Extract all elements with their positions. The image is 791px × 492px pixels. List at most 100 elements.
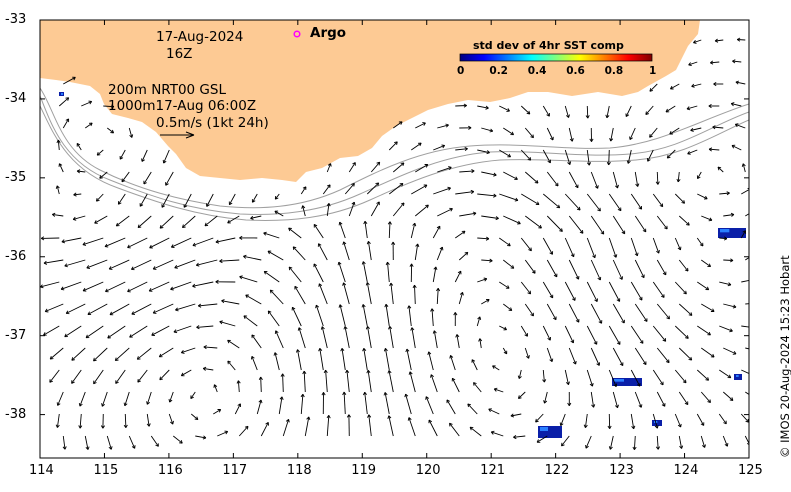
current-vector [678, 347, 693, 361]
current-vector [634, 259, 645, 279]
current-vector [96, 149, 104, 156]
current-vector [56, 139, 61, 151]
current-vector [608, 193, 622, 212]
current-vector [608, 325, 621, 345]
current-vector [123, 413, 128, 428]
current-vector [326, 163, 332, 173]
current-vector [546, 127, 554, 141]
current-vector [93, 347, 108, 362]
current-vector [690, 127, 702, 132]
current-vector [274, 330, 284, 349]
current-vector [590, 391, 596, 408]
current-vector [258, 376, 263, 393]
current-vector [564, 149, 572, 165]
current-vector [219, 320, 236, 327]
current-vector [143, 171, 152, 185]
current-vector [243, 315, 258, 327]
current-vector [630, 325, 644, 344]
current-vector [542, 105, 550, 117]
current-vector [719, 191, 730, 196]
sst-patch-highlight [720, 229, 730, 233]
current-vector [172, 435, 183, 444]
current-vector [586, 237, 596, 259]
current-vector [56, 391, 64, 406]
lon-tick-label: 121 [480, 463, 505, 478]
current-vector [93, 369, 104, 385]
current-vector [741, 279, 749, 283]
current-vector [455, 103, 467, 108]
current-vector [590, 171, 599, 189]
current-vector [459, 125, 472, 130]
current-vector [131, 303, 152, 315]
current-vector [687, 149, 698, 155]
current-vector [723, 303, 737, 309]
current-vector [195, 435, 207, 440]
current-vector [678, 215, 690, 226]
current-vector [168, 391, 174, 403]
lon-tick-label: 116 [157, 463, 183, 478]
current-vector [55, 185, 60, 195]
current-vector [455, 189, 475, 195]
current-vector [567, 391, 572, 407]
current-vector [564, 369, 570, 386]
current-vector [317, 243, 328, 261]
lon-tick-label: 114 [29, 463, 54, 478]
current-vector [612, 259, 623, 280]
current-vector [649, 127, 658, 138]
current-vector [267, 250, 284, 261]
current-vector [458, 251, 469, 261]
current-vector [410, 327, 416, 349]
current-vector [520, 237, 532, 252]
colorbar-tick-label: 0.2 [489, 65, 508, 77]
current-vector [606, 149, 611, 166]
current-vector [76, 169, 86, 174]
lon-tick-label: 123 [609, 463, 634, 478]
current-vector [708, 104, 720, 109]
current-vector [630, 281, 643, 301]
current-vector [195, 259, 218, 267]
current-vector [697, 193, 708, 200]
current-vector [44, 303, 64, 313]
current-vector [43, 325, 60, 336]
current-vector [502, 347, 508, 355]
current-vector [197, 303, 218, 308]
current-vector [656, 347, 670, 364]
current-vector [414, 204, 429, 217]
current-vector [719, 325, 733, 333]
current-vector [513, 435, 526, 440]
current-vector [280, 373, 285, 393]
current-vector [510, 413, 522, 418]
current-vector [192, 281, 214, 288]
current-vector [300, 393, 305, 415]
current-vector [366, 241, 372, 261]
current-vector [61, 237, 82, 244]
current-vector [318, 348, 324, 371]
current-vector [236, 380, 241, 393]
current-vector [165, 171, 174, 186]
current-vector [634, 171, 640, 187]
current-vector [605, 105, 610, 119]
current-vector [656, 391, 666, 407]
current-vector [115, 369, 126, 384]
current-vector [697, 325, 711, 336]
current-vector [568, 347, 577, 365]
current-vector [52, 212, 64, 217]
current-vector [656, 303, 670, 320]
current-vector [656, 259, 667, 276]
current-vector [745, 213, 749, 217]
current-vector [586, 369, 594, 387]
current-vector [326, 415, 331, 437]
current-vector [105, 281, 126, 293]
current-vector [269, 289, 284, 305]
current-vector [652, 413, 659, 429]
current-vector [274, 193, 280, 200]
scale-arrow-head [185, 131, 195, 139]
current-vector [741, 325, 749, 328]
current-vector [437, 207, 453, 217]
lon-tick-label: 124 [673, 463, 699, 478]
current-vector [267, 310, 280, 327]
current-vector [670, 83, 680, 90]
current-vector [365, 282, 372, 305]
current-vector [115, 215, 130, 227]
current-vector [430, 308, 435, 327]
